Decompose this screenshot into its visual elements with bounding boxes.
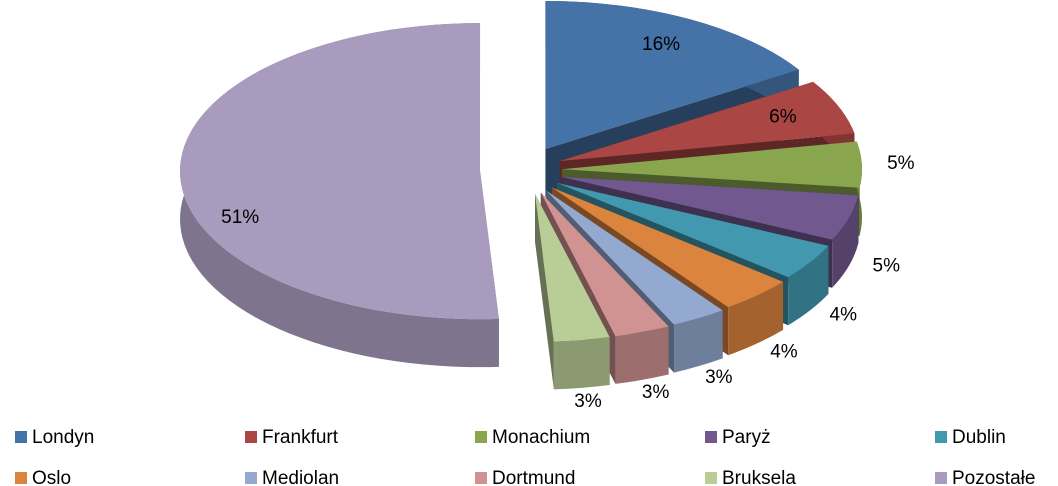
slice-side — [553, 337, 610, 390]
slice-side — [788, 245, 829, 326]
legend: Londyn Frankfurt Monachium Paryż Dublin Oslo M… — [15, 427, 1035, 486]
slice — [180, 23, 499, 320]
legend-swatch — [15, 472, 27, 484]
data-label: 3% — [642, 382, 670, 403]
data-label: 3% — [574, 391, 602, 412]
legend-swatch — [245, 431, 257, 443]
data-label: 6% — [769, 107, 797, 128]
slice-side — [728, 281, 784, 356]
data-label: 4% — [830, 305, 858, 326]
data-label: 51% — [221, 207, 259, 228]
slice — [551, 187, 784, 308]
labels: 16% 6% 5% 5% 4% 4% 3% 3% 3% 51% — [221, 34, 915, 412]
slice — [559, 81, 855, 162]
legend-label: Frankfurt — [262, 427, 339, 448]
slice-side — [832, 195, 859, 288]
legend-label: Dublin — [952, 427, 1006, 448]
legend-label: Oslo — [32, 468, 71, 486]
slice — [535, 193, 610, 342]
legend-swatch — [935, 431, 947, 443]
legend-swatch — [475, 431, 487, 443]
legend-swatch — [475, 472, 487, 484]
slice-side — [615, 326, 669, 384]
slice-side — [535, 193, 554, 390]
legend-swatch — [705, 431, 717, 443]
data-label: 16% — [642, 34, 680, 55]
legend-label: Paryż — [722, 427, 771, 448]
slice — [540, 192, 669, 336]
legend-swatch — [245, 472, 257, 484]
slice — [557, 182, 829, 278]
slice — [561, 141, 862, 188]
legend-label: Dortmund — [492, 468, 575, 486]
slice — [546, 190, 723, 325]
data-label: 5% — [873, 256, 901, 277]
slice — [545, 0, 799, 149]
legend-swatch — [705, 472, 717, 484]
data-label: 5% — [887, 153, 915, 174]
legend-swatch — [15, 431, 27, 443]
slice — [560, 176, 859, 240]
legend-swatch — [935, 472, 947, 484]
legend-label: Pozostałe — [952, 468, 1035, 486]
slice-tops — [180, 0, 862, 342]
legend-label: Monachium — [492, 427, 590, 448]
data-label: 3% — [705, 367, 733, 388]
legend-label: Bruksela — [722, 468, 796, 486]
data-label: 4% — [770, 342, 798, 363]
legend-label: Londyn — [32, 427, 94, 448]
slice-side — [674, 310, 723, 373]
legend-label: Mediolan — [262, 468, 339, 486]
